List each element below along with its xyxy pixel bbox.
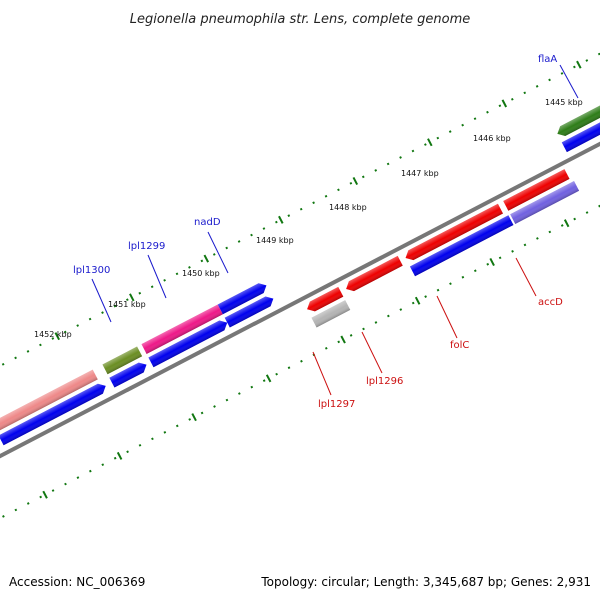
gene-labels: flaA nadD lpl1299 lpl1300 accD folC lpl1… [73,54,563,410]
gene-block-red-shading [503,169,570,211]
tick-label: 1451 kbp [108,300,146,309]
gene-block-blue-shading [0,383,106,446]
major-ticks [42,60,582,499]
gene-block-accD-shading [510,181,580,225]
tick-label: 1450 kbp [182,269,220,278]
callout-line [207,231,229,274]
major-tick-mark [427,138,433,147]
tick-label: 1446 kbp [473,134,511,143]
major-tick-mark [576,60,582,69]
tick-label: 1447 kbp [401,169,439,178]
gene-block-lpl1296-shading [346,255,403,292]
tick-label: 1452 kbp [34,330,72,339]
gene-block-lpl1300-shading [102,346,143,375]
callout-lines [91,64,579,396]
major-tick-mark [563,219,570,228]
gene-block-nadD-shading [217,283,267,315]
gene-block-lpl1299-shading [141,304,223,354]
major-tick-mark [352,177,359,186]
gene-label-folC: folC [450,340,469,351]
major-tick-mark [191,413,197,422]
callout-line [515,257,537,297]
map-title: Legionella pneumophila str. Lens, comple… [130,12,471,27]
inner-tick-ring [0,153,600,544]
gene-block-blue-shading [561,89,600,153]
accession-text: Accession: NC_006369 [9,575,145,589]
gene-label-lpl1297: lpl1297 [318,399,355,410]
gene-features [0,75,600,446]
major-tick-mark [501,99,508,108]
gene-label-lpl1296: lpl1296 [366,376,403,387]
callout-line [312,351,332,396]
genome-summary-text: Topology: circular; Length: 3,345,687 bp… [260,575,591,589]
callout-line [436,295,458,339]
major-tick-mark [54,332,61,341]
major-tick-mark [278,215,284,224]
gene-block-salmon-shading [0,369,98,432]
callout-line [91,278,112,323]
major-tick-mark [414,296,421,305]
gene-block-blue-shading [109,362,147,388]
gene-label-lpl1299: lpl1299 [128,241,165,252]
tick-label: 1449 kbp [256,236,294,245]
tick-label: 1445 kbp [545,98,583,107]
major-tick-mark [203,254,210,263]
callout-line [559,64,579,99]
gene-label-lpl1300: lpl1300 [73,265,110,276]
gene-label-accD: accD [538,297,563,308]
tick-label: 1448 kbp [329,203,367,212]
major-tick-mark [129,293,135,302]
rotated-map-group [0,34,600,544]
callout-line [147,254,167,299]
outer-tick-ring [0,34,600,424]
major-tick-mark [116,451,123,460]
gene-label-nadD: nadD [194,217,221,228]
major-tick-mark [265,374,272,383]
major-tick-mark [42,490,48,499]
gene-block-folC-shading [405,203,503,261]
major-tick-mark [340,335,346,344]
gene-block-blue-shading [148,320,228,368]
genome-backbone [0,104,600,496]
gene-block-blue-shading [224,296,274,328]
tick-labels: 1445 kbp 1446 kbp 1447 kbp 1448 kbp 1449… [34,98,583,339]
gene-label-flaA: flaA [538,54,557,65]
gene-block-blue-shading [409,215,514,277]
gene-block-flaA-shading [557,75,600,136]
gene-block-lpl1297-grey-shading [311,300,351,328]
gene-block-lpl1297-shading [307,286,344,312]
major-tick-mark [489,257,495,266]
callout-line [361,331,383,374]
